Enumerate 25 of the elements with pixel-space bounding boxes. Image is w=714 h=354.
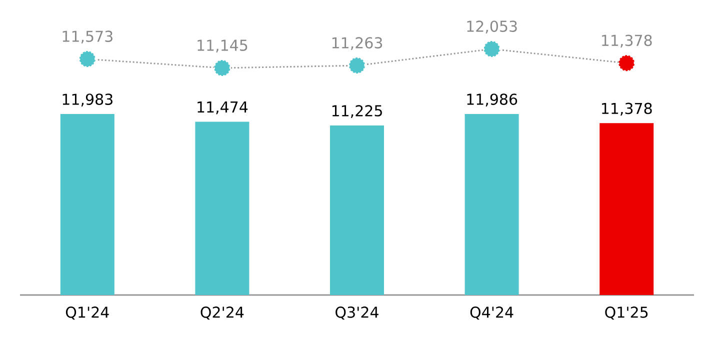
point	[78, 50, 96, 68]
data-label: 11,474	[198, 102, 248, 114]
data-label: 11,378	[602, 34, 652, 48]
data-label: 11,573	[62, 30, 112, 44]
data-label: 11,983	[62, 94, 112, 107]
data-label: 11,263	[332, 37, 382, 50]
data-label: 12,053	[467, 20, 517, 34]
data-label: 11,986	[467, 94, 518, 106]
bar	[464, 114, 519, 295]
data-label: 11,225	[332, 105, 382, 118]
data-label: 11,378	[602, 102, 652, 116]
point	[348, 56, 366, 74]
x-tick-label: Q1'25	[605, 306, 648, 320]
bar	[600, 123, 654, 295]
bar	[195, 122, 250, 295]
bar	[330, 125, 384, 295]
x-tick-label: Q4'24	[470, 306, 514, 320]
point	[213, 59, 231, 77]
x-tick-label: Q1'24	[66, 306, 109, 320]
data-label: 11,145	[198, 40, 248, 52]
x-tick-label: Q3'24	[336, 306, 378, 320]
bar	[60, 114, 114, 295]
x-tick-label: Q2'24	[200, 306, 244, 320]
point	[483, 40, 501, 58]
point	[618, 54, 636, 72]
